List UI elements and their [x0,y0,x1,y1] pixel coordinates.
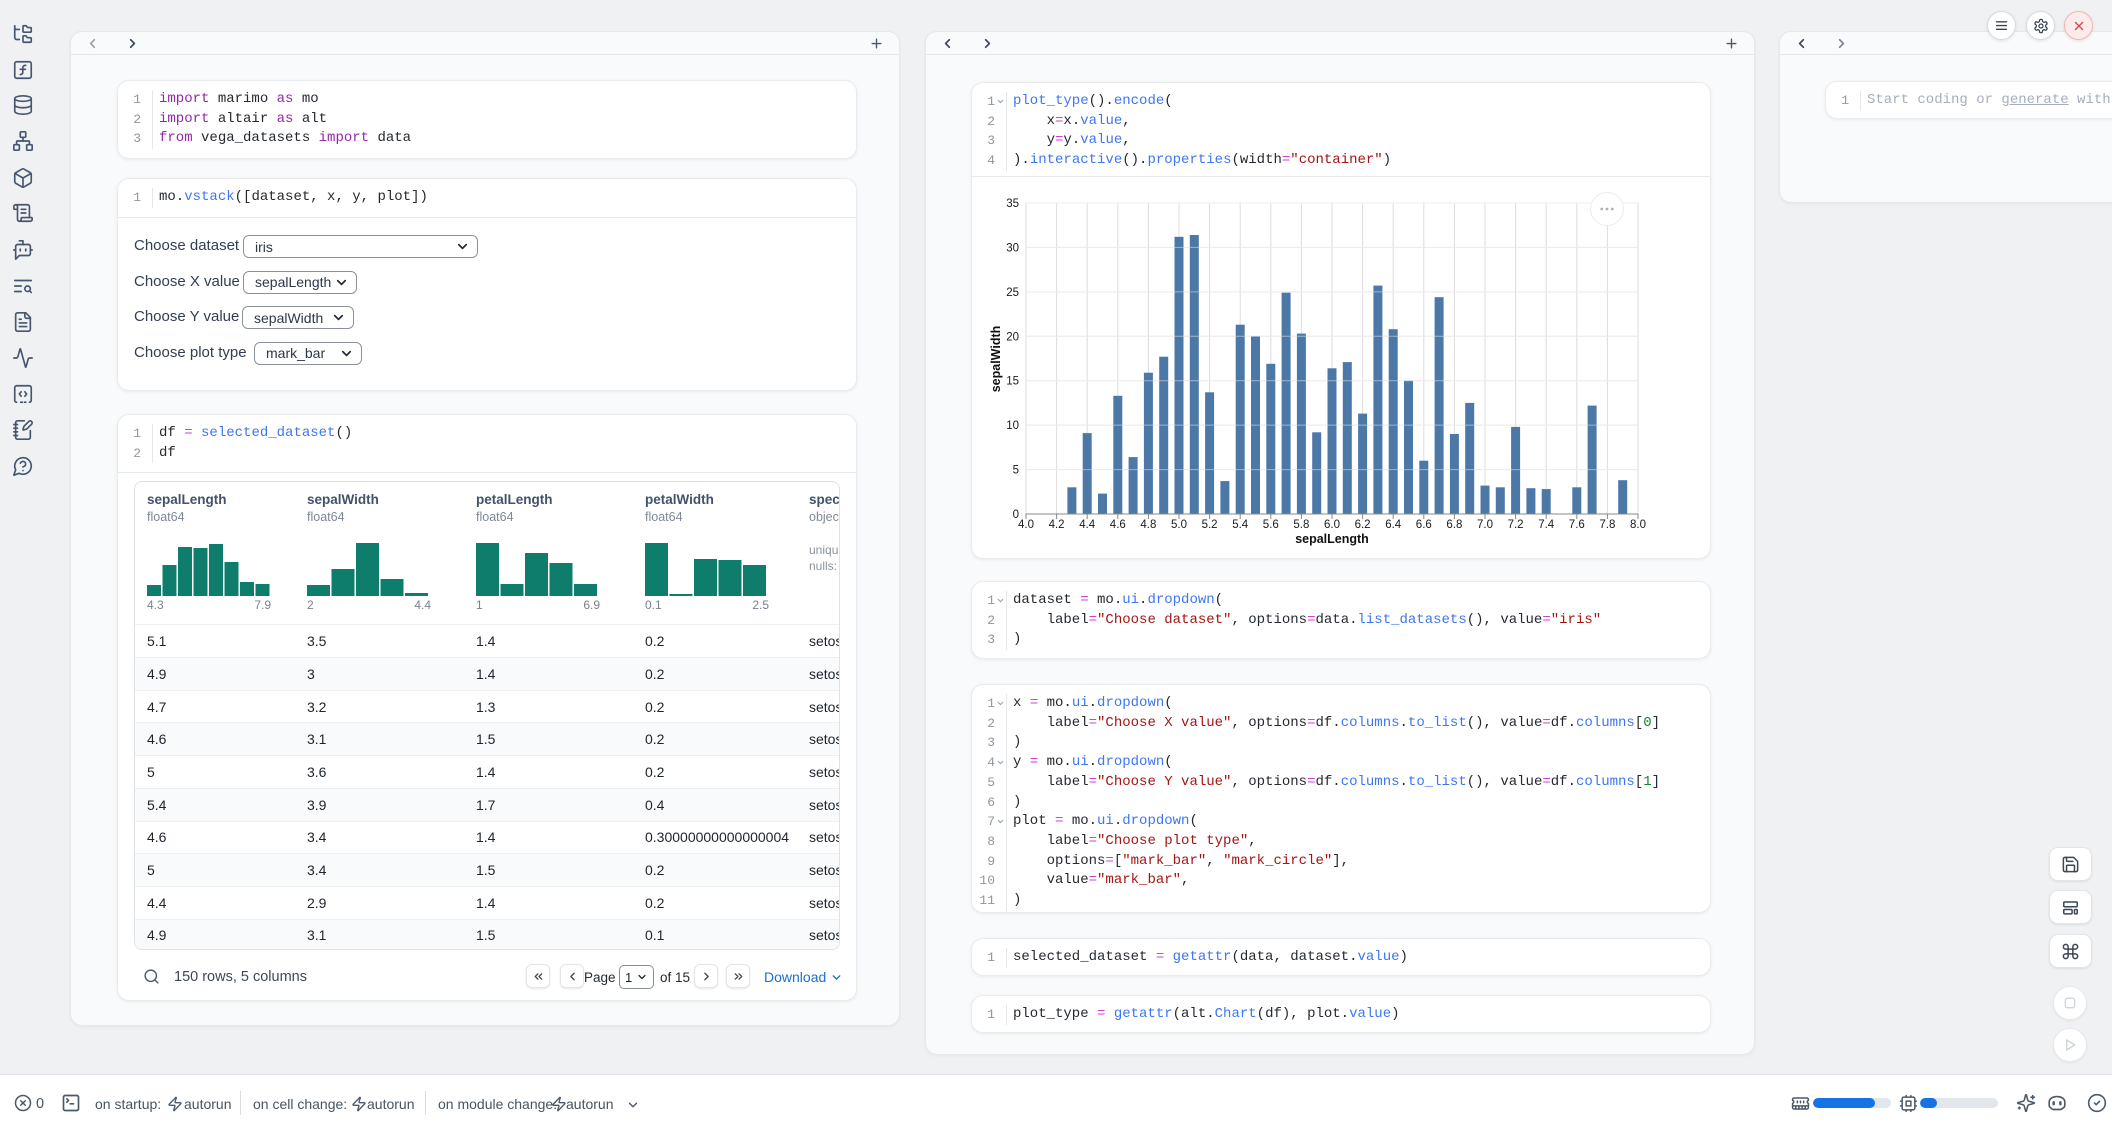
svg-text:5: 5 [1013,465,1019,477]
svg-text:4.0: 4.0 [1018,519,1034,531]
svg-text:0: 0 [1013,509,1019,521]
svg-text:7.6: 7.6 [1569,519,1585,531]
svg-text:8.0: 8.0 [1630,519,1646,531]
svg-text:4.8: 4.8 [1140,519,1156,531]
svg-text:sepalLength: sepalLength [1295,532,1369,546]
svg-text:6.4: 6.4 [1385,519,1402,531]
svg-text:4.6: 4.6 [1110,519,1126,531]
svg-text:15: 15 [1006,376,1019,388]
svg-text:25: 25 [1006,287,1019,299]
svg-text:5.8: 5.8 [1293,519,1309,531]
svg-text:30: 30 [1006,242,1019,254]
svg-text:6.8: 6.8 [1446,519,1462,531]
svg-text:6.2: 6.2 [1355,519,1371,531]
svg-text:5.0: 5.0 [1171,519,1187,531]
svg-text:20: 20 [1006,331,1019,343]
svg-text:5.2: 5.2 [1202,519,1218,531]
svg-text:6.0: 6.0 [1324,519,1340,531]
svg-text:5.6: 5.6 [1263,519,1279,531]
svg-text:35: 35 [1006,198,1019,210]
svg-text:5.4: 5.4 [1232,519,1249,531]
svg-text:4.4: 4.4 [1079,519,1096,531]
svg-text:7.0: 7.0 [1477,519,1493,531]
svg-text:7.4: 7.4 [1538,519,1555,531]
svg-text:sepalWidth: sepalWidth [989,326,1003,393]
svg-text:4.2: 4.2 [1049,519,1065,531]
svg-text:7.2: 7.2 [1508,519,1524,531]
svg-text:6.6: 6.6 [1416,519,1432,531]
svg-text:7.8: 7.8 [1599,519,1615,531]
svg-text:10: 10 [1006,420,1019,432]
